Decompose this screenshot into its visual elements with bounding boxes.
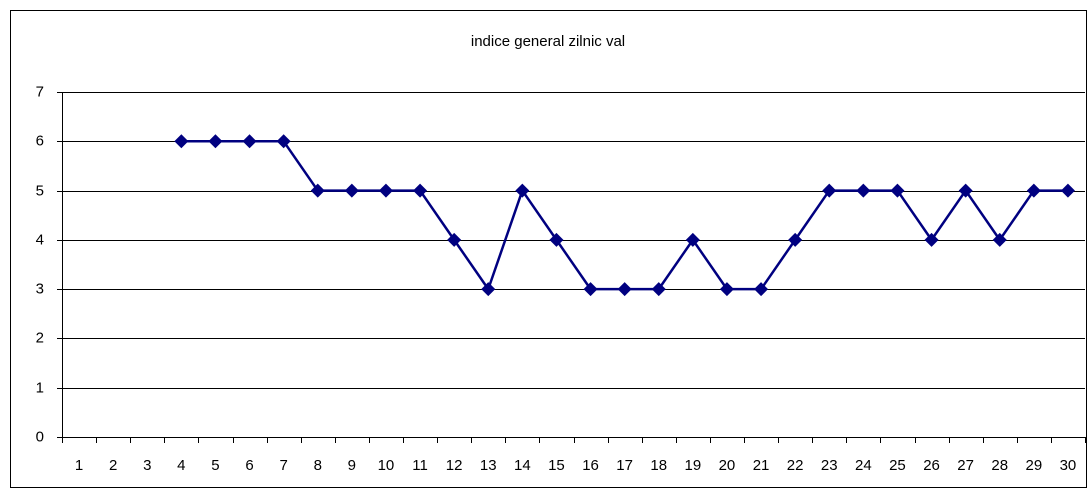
data-point: [754, 282, 769, 297]
x-tick-label: 4: [177, 457, 185, 474]
x-tick-label: 10: [378, 457, 395, 474]
x-tick-label: 27: [957, 457, 974, 474]
x-tick-label: 14: [514, 457, 531, 474]
y-tick-label: 7: [36, 83, 44, 100]
data-point: [958, 183, 973, 198]
x-tick-label: 8: [314, 457, 322, 474]
chart-frame: [10, 10, 1087, 488]
data-point: [992, 232, 1007, 247]
x-tick-label: 16: [582, 457, 599, 474]
data-point: [276, 134, 291, 149]
data-point: [481, 282, 496, 297]
data-point: [924, 232, 939, 247]
x-tick-label: 6: [245, 457, 253, 474]
x-tick-label: 9: [348, 457, 356, 474]
data-point: [617, 282, 632, 297]
data-point: [242, 134, 257, 149]
y-tick-label: 3: [36, 280, 44, 297]
x-tick-label: 23: [821, 457, 838, 474]
data-point: [310, 183, 325, 198]
x-tick-label: 28: [991, 457, 1008, 474]
data-point: [583, 282, 598, 297]
y-tick-label: 0: [36, 428, 44, 445]
x-tick-label: 3: [143, 457, 151, 474]
data-point: [1026, 183, 1041, 198]
data-point: [1060, 183, 1075, 198]
chart-title: indice general zilnic val: [471, 33, 625, 50]
x-tick-label: 12: [446, 457, 463, 474]
data-point: [515, 183, 530, 198]
data-point: [344, 183, 359, 198]
data-point: [890, 183, 905, 198]
x-tick-label: 26: [923, 457, 940, 474]
x-tick-label: 7: [279, 457, 287, 474]
data-point: [174, 134, 189, 149]
y-tick-label: 5: [36, 182, 44, 199]
x-tick-label: 1: [75, 457, 83, 474]
x-tick-label: 21: [753, 457, 770, 474]
data-point: [447, 232, 462, 247]
data-point: [208, 134, 223, 149]
x-tick-label: 19: [685, 457, 702, 474]
data-point: [856, 183, 871, 198]
data-point: [378, 183, 393, 198]
x-tick-label: 25: [889, 457, 906, 474]
y-tick-label: 6: [36, 132, 44, 149]
x-tick-label: 29: [1026, 457, 1043, 474]
y-tick-label: 4: [36, 231, 44, 248]
x-tick-label: 5: [211, 457, 219, 474]
x-tick-label: 11: [412, 457, 428, 474]
x-tick-label: 13: [480, 457, 497, 474]
y-tick-label: 1: [36, 379, 44, 396]
data-point: [685, 232, 700, 247]
x-tick-label: 17: [616, 457, 633, 474]
x-tick-label: 24: [855, 457, 872, 474]
x-tick-label: 18: [650, 457, 667, 474]
x-tick-label: 20: [719, 457, 736, 474]
y-tick-label: 2: [36, 329, 44, 346]
data-point: [719, 282, 734, 297]
x-tick-label: 2: [109, 457, 117, 474]
data-point: [788, 232, 803, 247]
data-point: [822, 183, 837, 198]
x-tick-label: 15: [548, 457, 565, 474]
x-tick-label: 22: [787, 457, 804, 474]
x-tick-label: 30: [1060, 457, 1077, 474]
data-point: [651, 282, 666, 297]
data-point: [413, 183, 428, 198]
data-point: [549, 232, 564, 247]
